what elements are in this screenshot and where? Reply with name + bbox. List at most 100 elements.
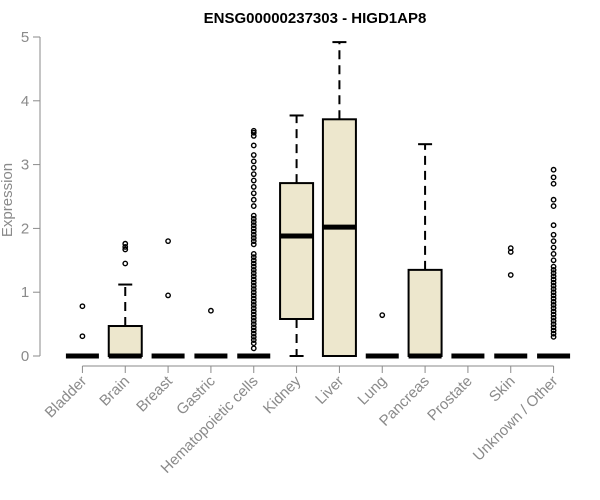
box-group [194,307,228,359]
outlier-point [250,337,257,343]
outlier-point [250,333,257,340]
outlier-point [250,219,257,225]
outlier-point [250,324,257,331]
y-tick-label: 5 [21,29,29,46]
x-tick-label: Skin [486,373,519,406]
outlier-point [250,225,257,232]
box-group [65,303,99,359]
x-tick-label: Liver [312,373,347,408]
y-tick-label: 3 [21,157,29,174]
outlier-point [250,184,257,190]
outlier-point [550,203,557,209]
outlier-point [250,292,257,299]
y-axis: 0 1 2 3 4 5 [21,29,41,365]
outlier-point [550,295,557,302]
y-tick-label: 2 [21,220,29,237]
outlier-point [550,289,557,296]
outlier-point [550,318,557,324]
outlier-point [250,273,257,280]
outlier-point [550,292,557,299]
outlier-point [550,282,557,289]
outlier-point [250,215,257,222]
outlier-point [165,292,171,299]
outlier-point [250,171,257,178]
y-axis-label: Expression [0,163,16,237]
outlier-point [550,305,557,312]
outlier-point [250,190,257,197]
outlier-point [250,305,257,312]
outlier-point [550,263,557,270]
outlier-point [250,196,257,203]
outlier-point [250,286,257,292]
outlier-point [550,330,557,337]
x-tick-label: Lung [354,373,390,409]
outlier-point [250,266,257,273]
outlier-point [250,318,257,324]
outlier-point [550,166,557,173]
outlier-point [250,254,257,261]
chart-title: ENSG00000237303 - HIGD1AP8 [204,10,427,27]
outlier-point [122,260,129,267]
x-tick-label: Prostate [424,373,476,425]
outlier-point [550,314,557,321]
box-group [151,238,185,359]
outlier-point [550,276,557,283]
outlier-point [550,302,557,308]
outlier-point [250,132,257,139]
outlier-point [550,238,557,245]
outlier-point [550,174,557,181]
outlier-point [250,257,257,264]
outlier-point [550,251,557,257]
y-tick-label: 1 [21,284,29,301]
box-body [321,118,357,357]
x-tick-label: Bladder [42,373,91,422]
outlier-point [250,164,257,171]
outlier-point [550,266,557,273]
outlier-point [250,251,257,257]
outlier-point [550,180,557,187]
outlier-point [250,295,257,302]
outlier-point [250,222,257,229]
outlier-point [122,246,129,253]
outlier-point [250,311,257,318]
y-tick-label: 0 [21,348,29,365]
outlier-point [250,177,257,184]
outlier-point [165,238,171,245]
outlier-point [250,279,257,286]
x-tick-label: Kidney [260,372,305,417]
box-body [279,182,315,320]
outlier-point [250,321,257,327]
outlier-point [250,330,257,337]
outlier-point [550,270,557,276]
outlier-point [250,260,257,267]
outlier-point [550,231,557,238]
outlier-point [79,333,86,340]
outlier-point [250,238,257,245]
outlier-point [79,303,86,310]
box-group [537,166,571,359]
outlier-point [250,129,257,136]
outlier-point [550,308,557,315]
outlier-point [208,307,214,314]
outlier-point [550,257,557,264]
outlier-point [250,289,257,296]
box-body [407,268,443,357]
outlier-point [250,298,257,305]
outlier-point [250,314,257,321]
outlier-point [250,203,257,209]
box-group [107,240,143,359]
box-group [365,312,399,359]
x-tick-label: Brain [96,373,133,410]
outlier-point [550,311,557,318]
outlier-point [507,272,514,278]
outlier-point [250,158,257,165]
outlier-point [250,327,257,334]
outlier-point [379,312,386,319]
outlier-point [550,327,557,334]
boxes-layer [65,41,571,359]
outlier-point [122,240,129,247]
y-tick-label: 4 [21,93,29,110]
